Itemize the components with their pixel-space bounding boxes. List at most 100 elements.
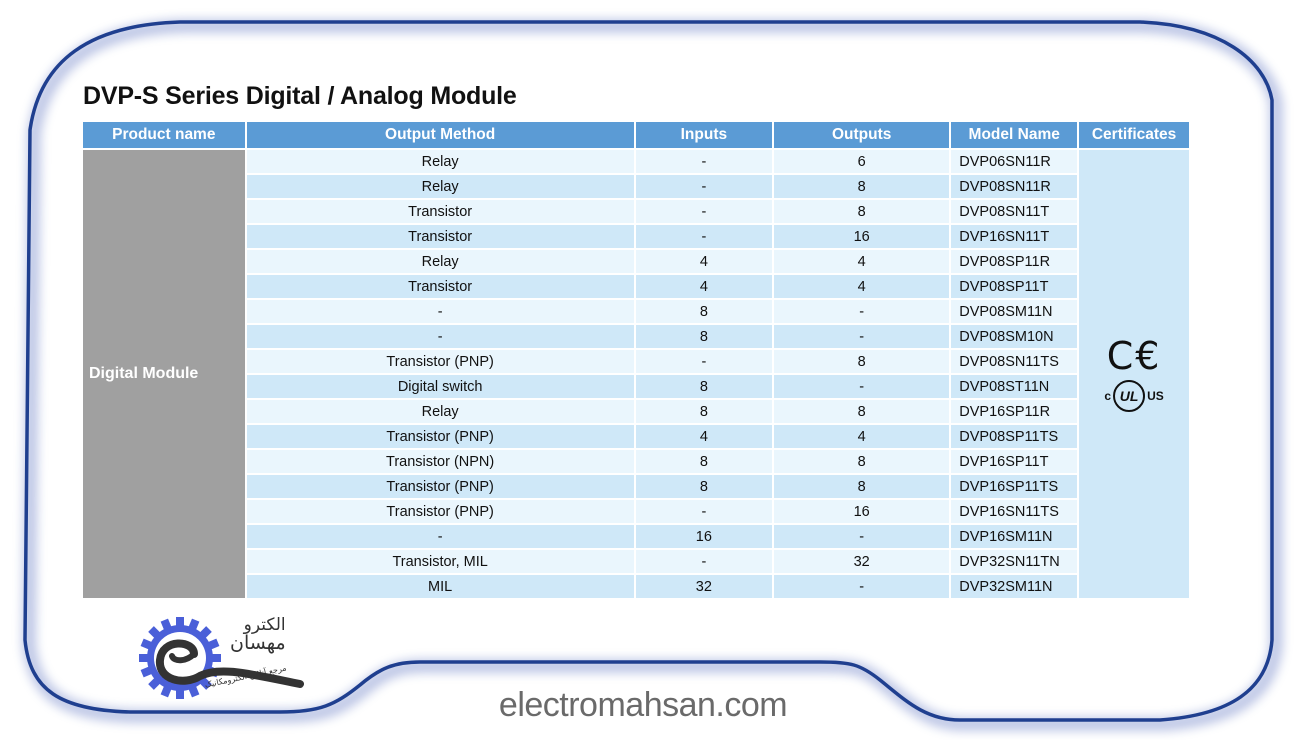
- outputs-cell: 16: [774, 225, 950, 250]
- product-name-cell: Digital Module: [83, 150, 245, 600]
- outputs-cell: -: [774, 575, 950, 600]
- outputs-cell: 8: [774, 400, 950, 425]
- output-method-cell: MIL: [246, 575, 634, 600]
- output-method-cell: Relay: [246, 400, 634, 425]
- inputs-cell: -: [635, 175, 773, 200]
- model-name-cell: DVP08SM10N: [951, 325, 1078, 350]
- table-row: Transistor 4 4 DVP08SP11T: [83, 275, 1189, 300]
- cul-us-mark-icon: c UL US: [1079, 380, 1189, 412]
- model-name-cell: DVP32SN11TN: [951, 550, 1078, 575]
- model-name-cell: DVP08SP11TS: [951, 425, 1078, 450]
- table-row: Transistor (PNP) - 16 DVP16SN11TS: [83, 500, 1189, 525]
- model-name-cell: DVP08SN11TS: [951, 350, 1078, 375]
- output-method-cell: Transistor (PNP): [246, 500, 634, 525]
- output-method-cell: -: [246, 300, 634, 325]
- table-row: MIL 32 - DVP32SM11N: [83, 575, 1189, 600]
- header-inputs: Inputs: [635, 122, 773, 150]
- table-header-row: Product name Output Method Inputs Output…: [83, 122, 1189, 150]
- output-method-cell: -: [246, 325, 634, 350]
- output-method-cell: Digital switch: [246, 375, 634, 400]
- model-name-cell: DVP08SN11T: [951, 200, 1078, 225]
- model-name-cell: DVP08SN11R: [951, 175, 1078, 200]
- inputs-cell: 8: [635, 450, 773, 475]
- outputs-cell: 6: [774, 150, 950, 175]
- table-row: Relay 4 4 DVP08SP11R: [83, 250, 1189, 275]
- inputs-cell: 8: [635, 475, 773, 500]
- header-product-name: Product name: [83, 122, 245, 150]
- inputs-cell: -: [635, 350, 773, 375]
- table-row: Transistor - 8 DVP08SN11T: [83, 200, 1189, 225]
- table-row: - 8 - DVP08SM11N: [83, 300, 1189, 325]
- outputs-cell: 8: [774, 350, 950, 375]
- model-name-cell: DVP16SP11R: [951, 400, 1078, 425]
- table-row: Digital switch 8 - DVP08ST11N: [83, 375, 1189, 400]
- header-outputs: Outputs: [774, 122, 950, 150]
- header-certificates: Certificates: [1079, 122, 1189, 150]
- table-row: Relay - 8 DVP08SN11R: [83, 175, 1189, 200]
- outputs-cell: 8: [774, 200, 950, 225]
- output-method-cell: -: [246, 525, 634, 550]
- logo-text-line1: الکترو: [243, 615, 286, 635]
- output-method-cell: Transistor (PNP): [246, 350, 634, 375]
- table-row: Digital Module Relay - 6 DVP06SN11R C€ c…: [83, 150, 1189, 600]
- output-method-cell: Transistor: [246, 275, 634, 300]
- outputs-cell: -: [774, 325, 950, 350]
- inputs-cell: 4: [635, 425, 773, 450]
- output-method-cell: Transistor, MIL: [246, 550, 634, 575]
- header-model-name: Model Name: [951, 122, 1078, 150]
- table-row: Transistor (PNP) 4 4 DVP08SP11TS: [83, 425, 1189, 450]
- outputs-cell: -: [774, 525, 950, 550]
- inputs-cell: 8: [635, 300, 773, 325]
- table-row: Transistor - 16 DVP16SN11T: [83, 225, 1189, 250]
- model-name-cell: DVP08ST11N: [951, 375, 1078, 400]
- module-table: Product name Output Method Inputs Output…: [81, 122, 1191, 600]
- electromahsan-logo: الکترو مهسان مرجع آنلاین الکترومکانیک: [138, 610, 308, 705]
- table-row: Transistor, MIL - 32 DVP32SN11TN: [83, 550, 1189, 575]
- certificates-cell: C€ c UL US: [1079, 150, 1189, 600]
- table-row: Relay 8 8 DVP16SP11R: [83, 400, 1189, 425]
- inputs-cell: -: [635, 550, 773, 575]
- outputs-cell: -: [774, 300, 950, 325]
- outputs-cell: 4: [774, 275, 950, 300]
- inputs-cell: 4: [635, 250, 773, 275]
- inputs-cell: 8: [635, 400, 773, 425]
- header-output-method: Output Method: [246, 122, 634, 150]
- table-row: Transistor (NPN) 8 8 DVP16SP11T: [83, 450, 1189, 475]
- inputs-cell: 16: [635, 525, 773, 550]
- inputs-cell: 4: [635, 275, 773, 300]
- ul-circle-icon: UL: [1113, 380, 1146, 412]
- gear-swirl-icon: [139, 617, 304, 699]
- logo-text: الکترو مهسان: [230, 615, 286, 653]
- inputs-cell: -: [635, 200, 773, 225]
- outputs-cell: 4: [774, 425, 950, 450]
- outputs-cell: 16: [774, 500, 950, 525]
- model-name-cell: DVP08SP11T: [951, 275, 1078, 300]
- ul-prefix: c: [1104, 389, 1112, 403]
- model-name-cell: DVP16SP11T: [951, 450, 1078, 475]
- table-row: - 16 - DVP16SM11N: [83, 525, 1189, 550]
- output-method-cell: Transistor: [246, 200, 634, 225]
- output-method-cell: Transistor: [246, 225, 634, 250]
- output-method-cell: Transistor (PNP): [246, 475, 634, 500]
- inputs-cell: 32: [635, 575, 773, 600]
- output-method-cell: Transistor (NPN): [246, 450, 634, 475]
- footer-website-url[interactable]: electromahsan.com: [0, 686, 1300, 725]
- model-name-cell: DVP08SM11N: [951, 300, 1078, 325]
- output-method-cell: Transistor (PNP): [246, 425, 634, 450]
- table-row: Transistor (PNP) 8 8 DVP16SP11TS: [83, 475, 1189, 500]
- table-row: Transistor (PNP) - 8 DVP08SN11TS: [83, 350, 1189, 375]
- output-method-cell: Relay: [246, 250, 634, 275]
- model-name-cell: DVP08SP11R: [951, 250, 1078, 275]
- ce-mark-icon: C€: [1106, 334, 1162, 378]
- footer-url-text[interactable]: electromahsan.com: [498, 686, 788, 724]
- outputs-cell: -: [774, 375, 950, 400]
- output-method-cell: Relay: [246, 175, 634, 200]
- ul-suffix: US: [1147, 389, 1164, 403]
- inputs-cell: -: [635, 500, 773, 525]
- outputs-cell: 32: [774, 550, 950, 575]
- outputs-cell: 8: [774, 475, 950, 500]
- model-name-cell: DVP16SN11TS: [951, 500, 1078, 525]
- outputs-cell: 8: [774, 175, 950, 200]
- inputs-cell: -: [635, 150, 773, 175]
